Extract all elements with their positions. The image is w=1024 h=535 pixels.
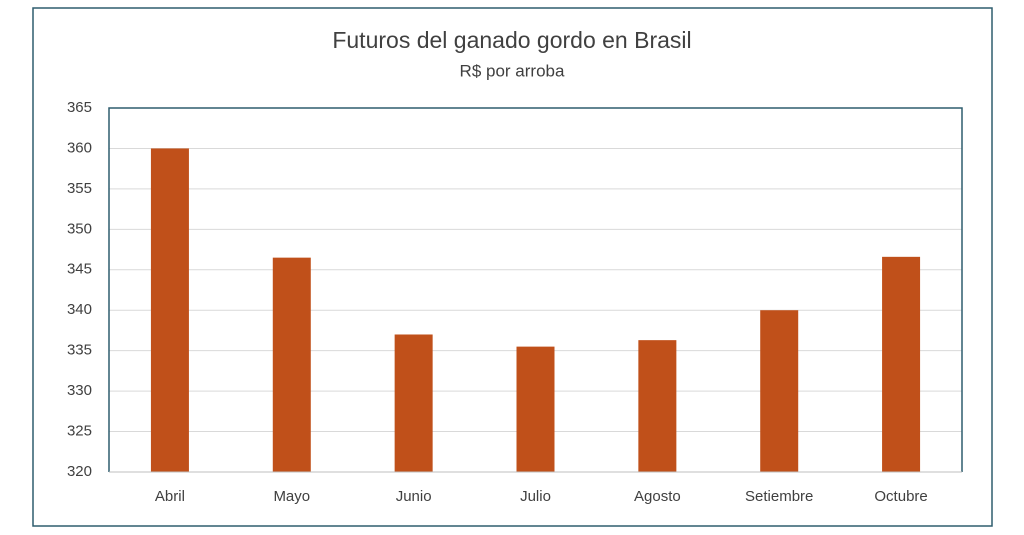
x-tick-label: Setiembre — [745, 488, 813, 505]
bar — [516, 346, 555, 472]
x-tick-label: Junio — [396, 488, 432, 505]
bar — [882, 256, 921, 472]
x-tick-label: Julio — [520, 488, 551, 505]
chart-title: Futuros del ganado gordo en Brasil — [332, 27, 691, 53]
chart-subtitle: R$ por arroba — [460, 61, 565, 80]
x-tick-label: Agosto — [634, 488, 681, 505]
bar — [760, 310, 799, 472]
chart-border — [32, 7, 993, 527]
bar — [638, 340, 677, 472]
y-tick-label: 330 — [67, 382, 92, 399]
bar — [394, 334, 433, 472]
plot-border — [108, 107, 963, 472]
bar — [272, 257, 311, 472]
y-tick-label: 325 — [67, 423, 92, 440]
y-tick-label: 365 — [67, 99, 92, 116]
y-tick-label: 340 — [67, 301, 92, 318]
x-tick-label: Abril — [155, 488, 185, 505]
bar — [150, 148, 189, 472]
y-tick-label: 345 — [67, 261, 92, 278]
y-tick-label: 350 — [67, 220, 92, 237]
y-tick-label: 355 — [67, 180, 92, 197]
x-tick-label: Octubre — [874, 488, 927, 505]
y-tick-label: 335 — [67, 342, 92, 359]
y-tick-label: 320 — [67, 463, 92, 480]
y-tick-label: 360 — [67, 139, 92, 156]
x-tick-label: Mayo — [273, 488, 310, 505]
